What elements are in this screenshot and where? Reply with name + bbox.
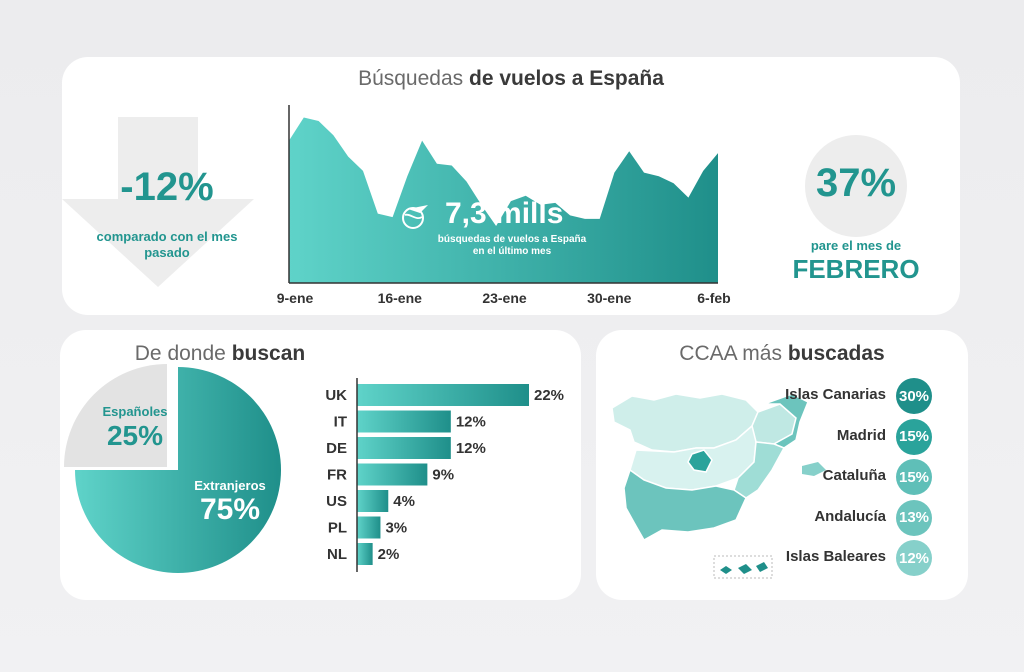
bar-category-label: IT [334, 414, 347, 431]
bar-de [357, 437, 451, 459]
bar-us [357, 490, 389, 512]
canarias-inset [713, 555, 773, 579]
region-percent-badge: 12% [896, 540, 932, 576]
bar-category-label: NL [327, 546, 347, 563]
origin-title-bold: buscan [231, 342, 306, 365]
region-name: Andalucía [814, 507, 886, 525]
map-madrid [687, 449, 713, 473]
ccaa-title-light: CCAA más [679, 342, 782, 365]
foreign-label: Extranjeros [194, 478, 266, 493]
right-caption: pare el mes de [810, 238, 902, 253]
bar-category-label: US [326, 493, 347, 510]
bar-chart: UK 22% IT 12% DE 12% FR 9% US 4% PL 3% NL 2% [325, 384, 564, 565]
bar-pl [357, 516, 381, 539]
pie-slice-espanoles [64, 364, 167, 467]
foreign-value: 75% [199, 493, 261, 526]
total-caption: búsquedas de vuelos a España en el últim… [432, 234, 592, 258]
map-canarias [720, 562, 768, 574]
change-caption-line2: pasado [144, 245, 190, 260]
spanish-value: 25% [106, 420, 164, 451]
x-tick-label: 9-ene [277, 290, 314, 306]
total-caption-line2: en el último mes [472, 246, 552, 257]
region-name: Islas Baleares [785, 548, 886, 565]
searches-title: Búsquedas de vuelos a España [62, 67, 960, 91]
x-tick-labels: 9-ene 16-ene 23-ene 30-ene 6-feb [277, 290, 731, 306]
bar-category-label: FR [327, 467, 347, 484]
region-name: Madrid [836, 426, 886, 444]
spanish-label: Españoles [102, 404, 168, 419]
change-caption: comparado con el mes pasado [82, 229, 252, 261]
region-name: Cataluña [822, 467, 886, 484]
ccaa-title: CCAA más buscadas [596, 342, 968, 366]
map-andalucia [623, 468, 747, 542]
down-arrow-icon [62, 117, 254, 287]
pie-chart: UK 22% IT 12% DE 12% FR 9% US 4% PL 3% NL 2% [64, 364, 564, 573]
origin-card: De donde buscan UK 22% IT 12% DE 12% FR 9% US 4% P… [60, 330, 581, 600]
region-percent-badge: 13% [896, 499, 932, 536]
change-caption-line1: comparado con el mes [96, 229, 238, 244]
area-series [289, 117, 718, 283]
ccaa-card: CCAA más buscadas Islas Canarias 30% Madri… [596, 330, 968, 600]
area-chart: 9-ene 16-ene 23-ene 30-ene 6-feb [277, 105, 731, 306]
ccaa-title-bold: buscadas [787, 342, 885, 365]
region-percent-badge: 15% [896, 418, 932, 455]
total-caption-line1: búsquedas de vuelos a España [437, 234, 587, 245]
bar-value-label: 9% [432, 467, 454, 484]
region-percent-badge: 30% [896, 378, 932, 414]
bar-category-label: UK [325, 387, 347, 404]
searches-title-light: Búsquedas [358, 67, 464, 90]
searches-title-bold: de vuelos a España [469, 67, 664, 90]
map-baleares [802, 462, 826, 476]
x-tick-label: 30-ene [587, 290, 632, 306]
right-value: 37% [815, 161, 897, 205]
bar-value-label: 12% [456, 440, 486, 457]
map-valencia [733, 441, 786, 499]
right-month: FEBRERO [792, 254, 920, 284]
globe-plane-icon [402, 205, 428, 229]
bar-uk [357, 384, 529, 406]
bar-value-label: 3% [385, 520, 407, 537]
bar-value-label: 2% [378, 546, 400, 563]
bar-value-label: 22% [534, 387, 564, 404]
bar-value-label: 4% [393, 493, 415, 510]
origin-title-light: De donde [134, 342, 226, 365]
bar-value-label: 12% [456, 414, 486, 431]
bar-category-label: PL [328, 520, 347, 537]
bar-category-label: DE [326, 440, 347, 457]
x-tick-label: 6-feb [697, 290, 730, 306]
pie-slice-extranjeros [75, 367, 281, 573]
searches-card: Búsquedas de vuelos a España -12% compar… [62, 57, 960, 315]
region-name: Islas Canarias [785, 386, 886, 403]
change-value: -12% [120, 165, 214, 209]
total-value: 7,3 mills [445, 197, 564, 230]
bar-fr [357, 463, 428, 486]
x-tick-label: 23-ene [482, 290, 527, 306]
spain-map [611, 393, 826, 579]
bar-nl [357, 543, 373, 565]
x-tick-label: 16-ene [378, 290, 423, 306]
percent-circle [805, 135, 907, 237]
origin-title: De donde buscan [60, 342, 380, 366]
bar-it [357, 410, 451, 433]
region-percent-badge: 15% [896, 459, 932, 495]
